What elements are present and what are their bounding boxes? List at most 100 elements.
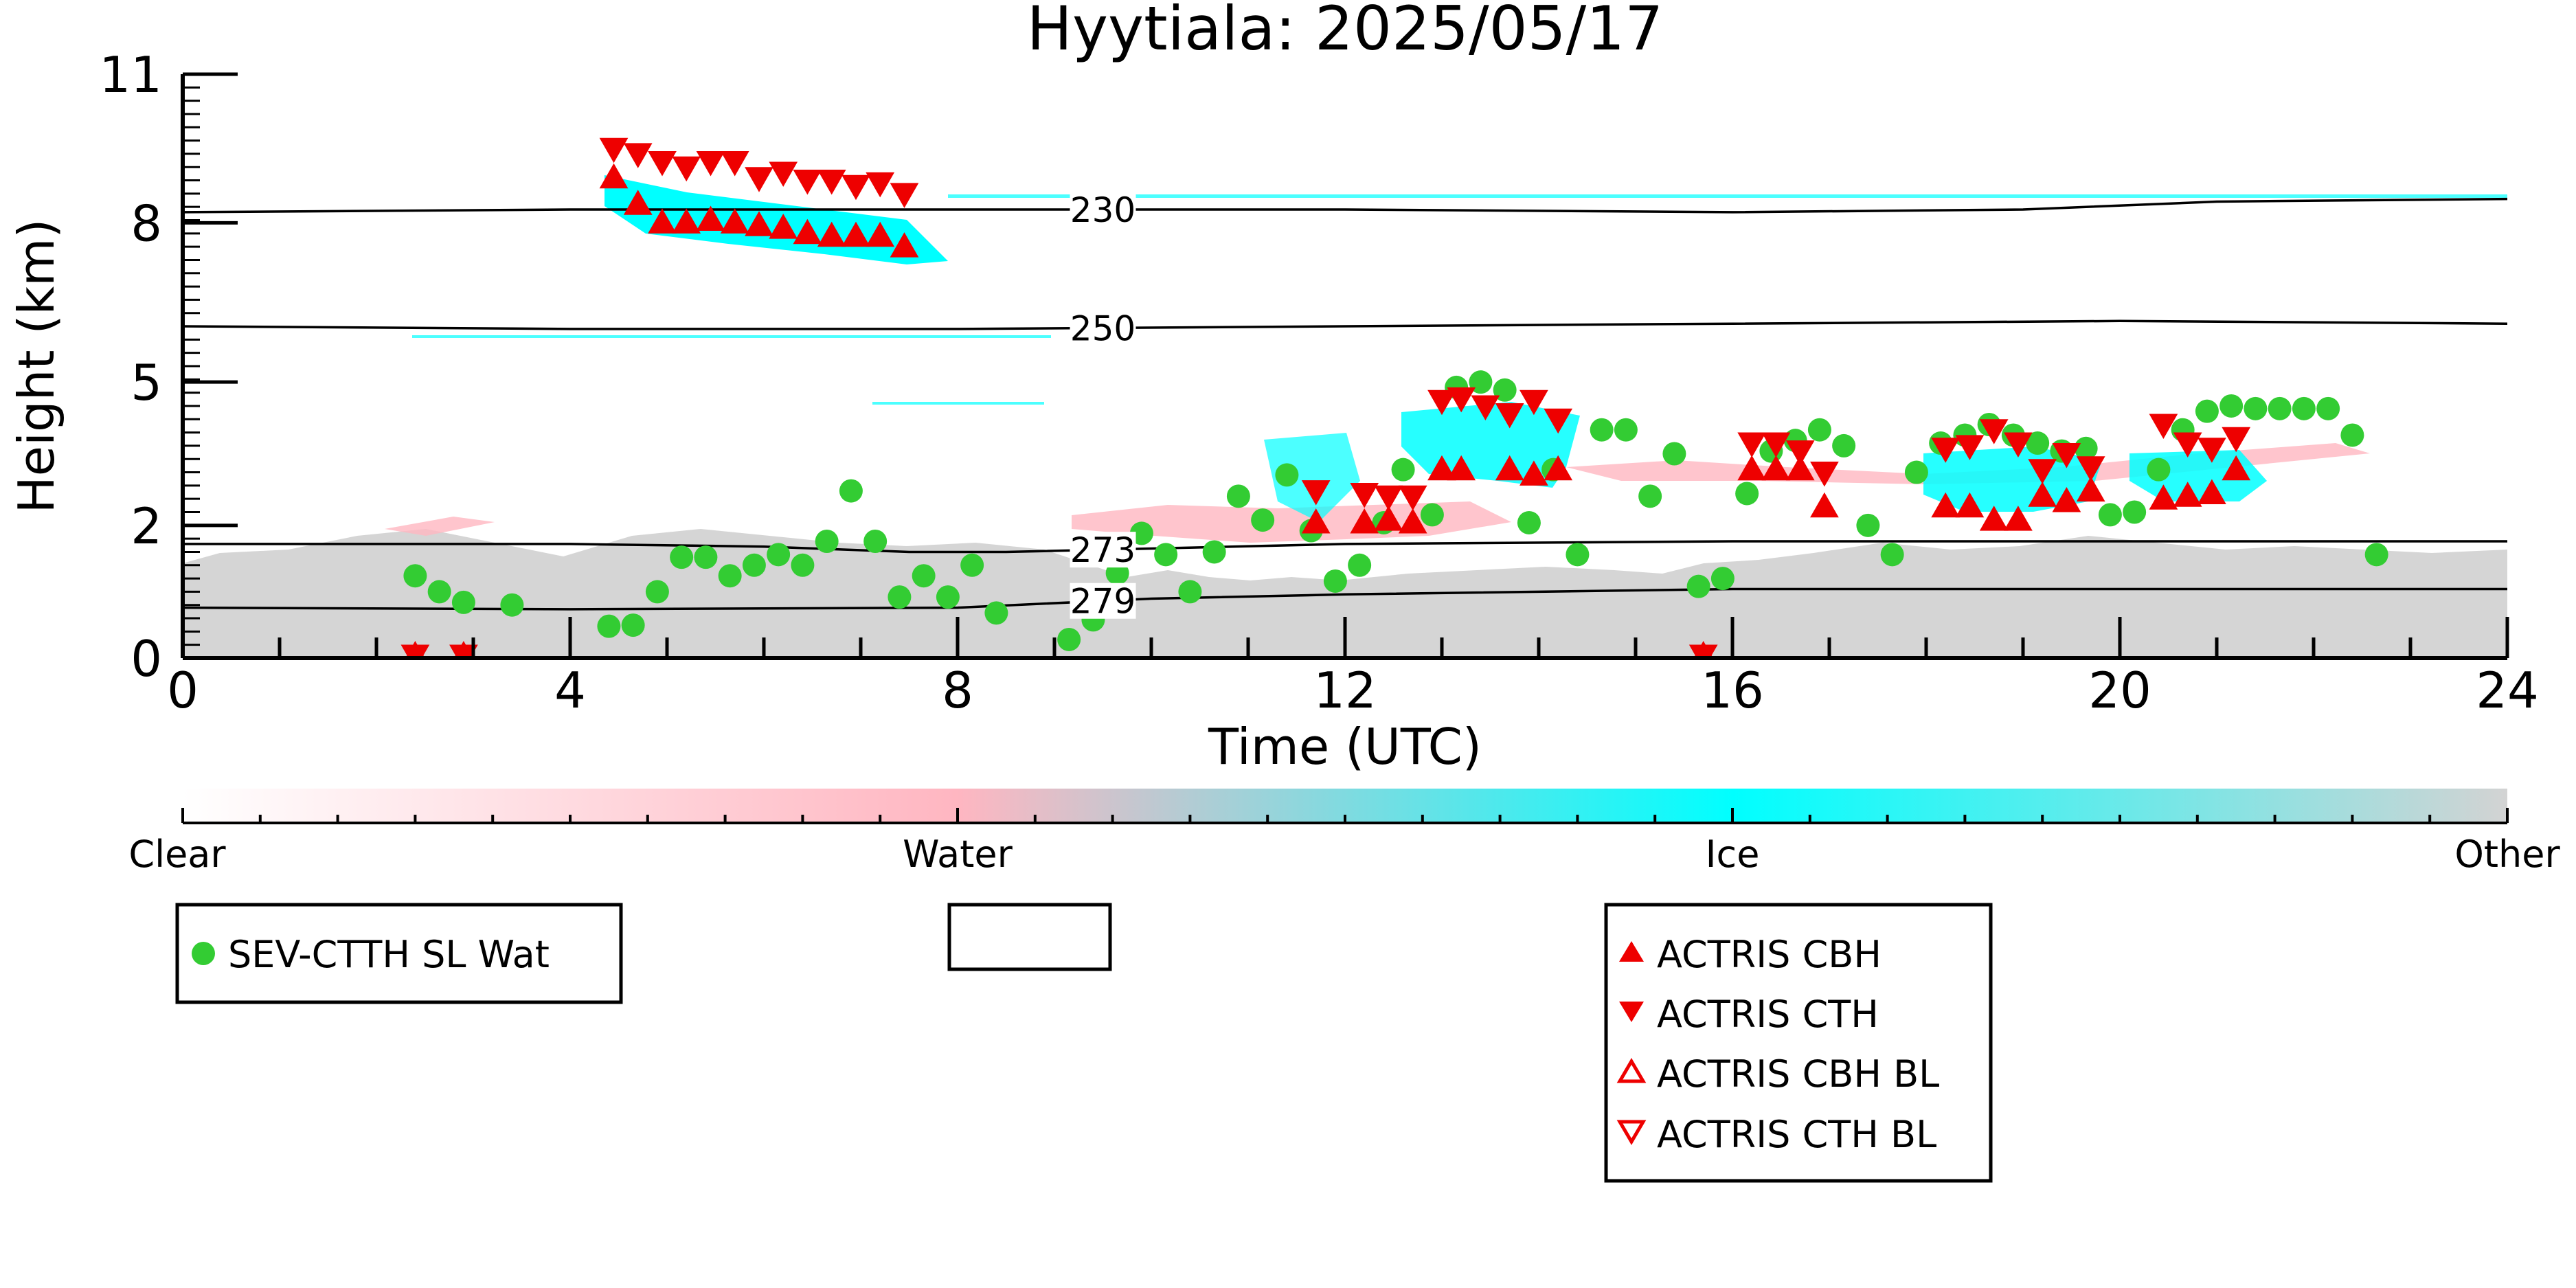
isotherm-230: [183, 197, 2507, 214]
y-tick-label: 5: [131, 354, 162, 411]
isotherm-250: [183, 319, 2507, 330]
ice-cloud-near-noon: [1264, 433, 1360, 522]
actris-cth-point: [672, 156, 701, 182]
sev-ctth-sl-wat-point: [2195, 399, 2219, 423]
sev-ctth-sl-wat-point: [960, 553, 984, 577]
isotherm-label: 279: [1070, 582, 1136, 622]
actris-cth-point: [769, 161, 798, 188]
legend-label: ACTRIS CTH BL: [1657, 1113, 1936, 1156]
actris-cth-point: [1519, 389, 1548, 416]
sev-ctth-sl-wat-point: [863, 530, 888, 553]
sev-ctth-sl-wat-point: [2268, 396, 2292, 420]
actris-cbh-point: [1519, 460, 1548, 486]
legend-box: [947, 903, 1112, 971]
actris-cth-point: [817, 170, 846, 195]
legend-marker-triangle-up: [1619, 941, 1644, 962]
actris-cth-point: [866, 172, 895, 198]
sev-ctth-sl-wat-point: [1904, 460, 1928, 484]
actris-cth-point: [1979, 419, 2009, 444]
actris-cbh-point: [1447, 455, 1476, 481]
actris-cth-point: [1398, 485, 1427, 511]
colorbar-label-clear: Clear: [128, 833, 226, 876]
actris-cth-point: [1471, 395, 1500, 421]
sev-ctth-sl-wat-point: [2340, 423, 2364, 447]
actris-cth-point: [1544, 408, 1573, 434]
sev-ctth-sl-wat-point: [645, 580, 669, 604]
actris-cth-point: [1447, 387, 1476, 413]
actris-cbh-point: [1931, 492, 1961, 518]
sev-ctth-sl-wat-point: [1057, 627, 1081, 651]
legend-label: ACTRIS CBH BL: [1657, 1052, 1939, 1096]
actris-cbh-point: [2028, 482, 2057, 507]
isotherm-label: 250: [1070, 308, 1136, 348]
sev-ctth-sl-wat-point: [1832, 433, 1856, 457]
y-axis-label: Height (km): [8, 219, 65, 514]
actris-cth-point: [2149, 414, 2178, 440]
x-ticks: 0 4 8 12 16 20 24: [167, 617, 2539, 719]
actris-cbh-point: [2004, 506, 2033, 531]
y-tick-label: 8: [131, 194, 162, 252]
sev-ctth-sl-wat-point: [791, 553, 815, 577]
actris-cbh-point: [696, 205, 725, 231]
ice-cloud-thin-250: [412, 335, 1051, 338]
sev-ctth-sl-wat-point: [839, 479, 863, 503]
x-tick-label: 4: [554, 662, 586, 719]
actris-cth-point: [2222, 427, 2251, 453]
sev-ctth-sl-wat-point: [403, 564, 427, 588]
legend-empty: [947, 903, 1112, 971]
sev-ctth-sl-wat-point: [1178, 580, 1202, 604]
ice-cloud-thin-mid: [872, 402, 1044, 405]
sev-ctth-sl-wat-point: [1251, 508, 1275, 532]
sev-ctth-sl-wat-point: [2074, 436, 2098, 460]
actris-cth-point: [599, 137, 629, 163]
actris-cth-point: [2076, 456, 2105, 482]
sev-ctth-sl-wat-point: [621, 613, 645, 637]
legend-marker-triangle-up-open: [1616, 1058, 1647, 1083]
sev-ctth-sl-wat-point: [1154, 543, 1178, 567]
sev-ctth-sl-wat-point: [1226, 484, 1250, 508]
y-tick-label: 0: [131, 630, 162, 688]
sev-ctth-sl-wat-point: [1275, 463, 1299, 487]
actris-cth-point: [2004, 432, 2033, 458]
x-tick-label: 24: [2476, 662, 2539, 719]
actris-cth-point: [2052, 443, 2081, 468]
sev-ctth-sl-wat-point: [1566, 543, 1590, 567]
actris-cbh-point: [866, 221, 895, 247]
colorbar-ticks: [181, 808, 2509, 823]
x-tick-label: 0: [167, 662, 199, 719]
sev-ctth-sl-wat-point: [1614, 418, 1638, 442]
actris-cbh-point: [890, 232, 919, 258]
sev-ctth-sl-wat-point: [1420, 503, 1444, 527]
sev-ctth-sl-wat-point: [1662, 442, 1686, 466]
legend-label: ACTRIS CBH: [1657, 933, 1882, 976]
y-ticks: 0 2 5 8 11: [99, 46, 238, 688]
ice-cloud-thin-top: [948, 194, 2507, 198]
actris-cbh-point: [720, 208, 749, 234]
actris-cth-point: [2197, 438, 2226, 463]
actris-cbh-point: [1761, 455, 1791, 481]
sev-ctth-sl-wat-point: [2244, 396, 2268, 420]
sev-ctth-sl-wat-point: [912, 564, 936, 588]
x-tick-label: 8: [942, 662, 973, 719]
isotherm-labels: 230 250 273 279: [1070, 190, 1136, 622]
actris-cbh-point: [2197, 479, 2226, 504]
sev-ctth-sl-wat-point: [694, 545, 718, 569]
sev-ctth-sl-wat-point: [815, 530, 839, 553]
actris-cth-point: [1374, 485, 1403, 511]
sev-ctth-sl-wat-point: [1202, 540, 1226, 564]
actris-cbh-point: [1737, 455, 1767, 481]
actris-cbh-point: [745, 211, 773, 236]
sev-ctth-sl-wat-point: [2316, 396, 2340, 420]
sev-ctth-sl-wat-point: [2026, 431, 2050, 455]
actris-cth-point: [890, 183, 919, 208]
x-tick-label: 12: [1313, 662, 1377, 719]
actris-cbh-point: [1301, 508, 1331, 534]
legend-satellite: SEV-CTTH SL Wat: [175, 903, 623, 1004]
legend-box: [1604, 903, 1993, 1183]
y-tick-label: 2: [131, 497, 162, 555]
actris-cth-point: [1737, 432, 1767, 458]
actris-cbh-point: [817, 221, 846, 247]
sev-ctth-sl-wat-point: [1735, 482, 1759, 506]
x-tick-label: 16: [1701, 662, 1764, 719]
